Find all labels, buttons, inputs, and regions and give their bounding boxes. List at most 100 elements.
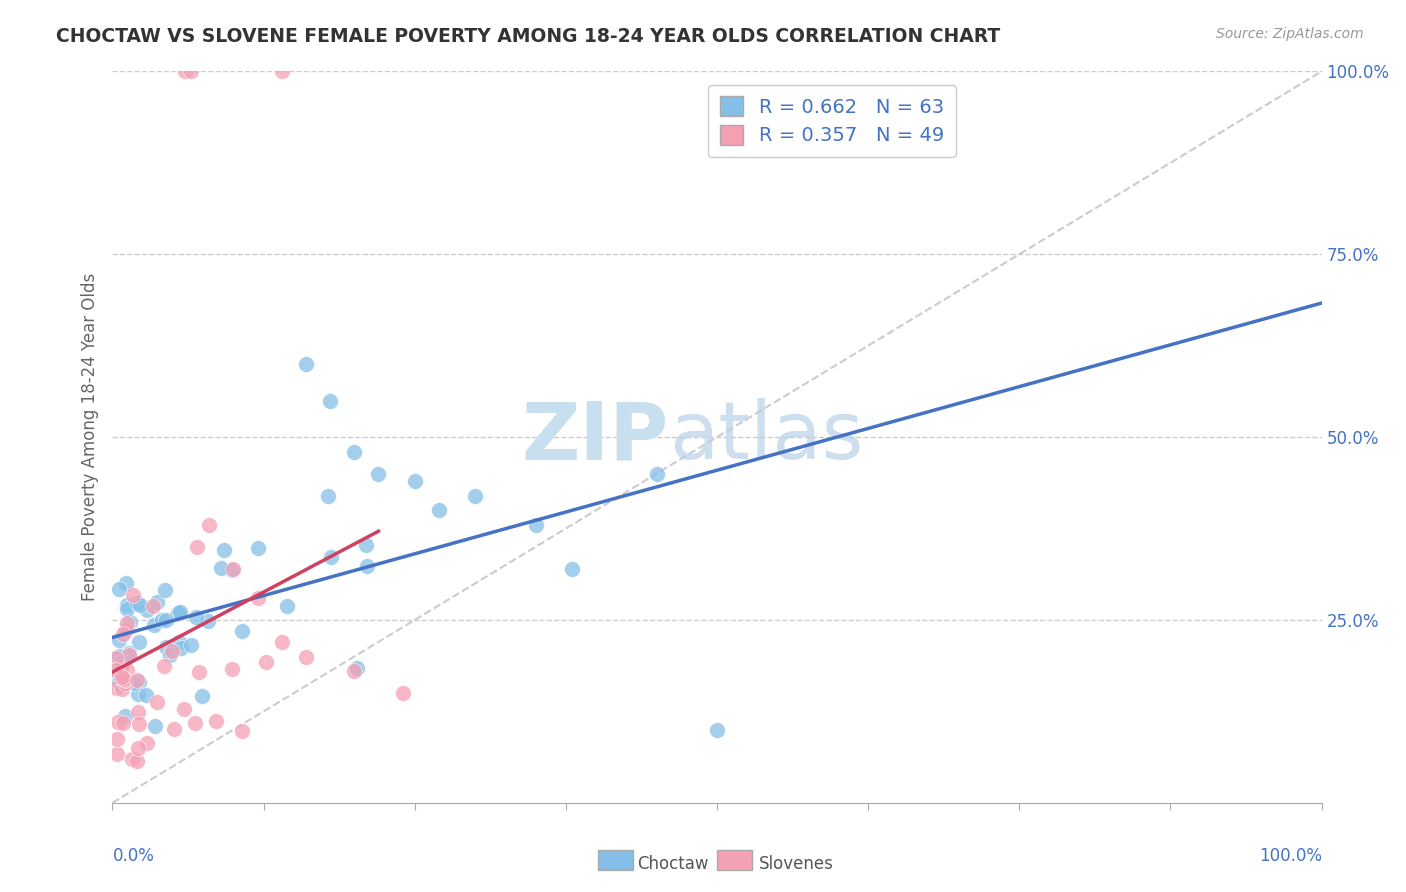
Point [127, 705, 149, 719]
Point [121, 752, 143, 766]
Point [105, 651, 128, 665]
Point [221, 563, 243, 577]
Point [186, 540, 208, 554]
Point [162, 644, 184, 658]
Point [184, 610, 207, 624]
Point [295, 357, 318, 371]
Point [117, 664, 139, 678]
Point [247, 541, 270, 556]
Point [111, 716, 134, 731]
Point [114, 673, 136, 688]
Point [153, 583, 176, 598]
Point [319, 393, 342, 408]
Point [270, 64, 292, 78]
Point [127, 741, 149, 756]
Text: CHOCTAW VS SLOVENE FEMALE POVERTY AMONG 18-24 YEAR OLDS CORRELATION CHART: CHOCTAW VS SLOVENE FEMALE POVERTY AMONG … [56, 27, 1001, 45]
Point [231, 624, 253, 639]
Point [107, 667, 129, 681]
Point [111, 655, 134, 669]
Point [114, 676, 136, 690]
Point [346, 661, 368, 675]
Point [107, 675, 129, 690]
Point [183, 716, 205, 731]
Point [107, 582, 129, 596]
Point [170, 641, 193, 656]
Point [155, 613, 177, 627]
Point [159, 648, 181, 663]
Point [561, 562, 583, 576]
Point [110, 681, 132, 696]
Point [222, 562, 245, 576]
Text: Slovenes: Slovenes [759, 855, 834, 873]
Y-axis label: Female Poverty Among 18-24 Year Olds: Female Poverty Among 18-24 Year Olds [80, 273, 98, 601]
Point [115, 598, 138, 612]
Point [127, 596, 149, 610]
Point [198, 517, 221, 532]
Point [191, 689, 214, 703]
Point [404, 474, 426, 488]
Point [128, 598, 150, 612]
Point [354, 538, 377, 552]
Point [180, 638, 202, 652]
Point [111, 659, 134, 673]
Point [316, 490, 339, 504]
Text: 0.0%: 0.0% [112, 847, 155, 864]
Point [319, 549, 342, 564]
Point [111, 627, 134, 641]
Point [122, 675, 145, 690]
Point [276, 599, 298, 613]
Point [645, 467, 668, 481]
Text: Choctaw: Choctaw [637, 855, 709, 873]
Point [115, 602, 138, 616]
Point [367, 467, 389, 481]
Point [107, 648, 129, 663]
Point [125, 673, 148, 687]
Point [343, 664, 366, 678]
Point [105, 732, 128, 747]
Point [356, 558, 378, 573]
Point [163, 722, 186, 736]
Point [112, 672, 135, 686]
Legend: R = 0.662   N = 63, R = 0.357   N = 49: R = 0.662 N = 63, R = 0.357 N = 49 [709, 85, 956, 157]
Point [108, 659, 131, 673]
Point [114, 709, 136, 723]
Point [174, 64, 197, 78]
Point [115, 576, 138, 591]
Point [145, 595, 167, 609]
Point [167, 634, 190, 648]
Point [135, 603, 157, 617]
Point [155, 640, 177, 655]
Point [221, 662, 243, 676]
Point [128, 675, 150, 690]
Point [117, 646, 139, 660]
Point [166, 606, 188, 620]
Point [209, 561, 232, 575]
Point [427, 503, 450, 517]
Point [464, 489, 486, 503]
Point [111, 670, 134, 684]
Point [105, 663, 128, 677]
Point [173, 702, 195, 716]
Point [188, 665, 211, 679]
Point [524, 517, 547, 532]
Point [142, 617, 165, 632]
Point [150, 613, 173, 627]
Text: atlas: atlas [669, 398, 863, 476]
Point [107, 715, 129, 730]
Point [118, 615, 141, 630]
Point [169, 605, 191, 619]
Point [142, 599, 165, 614]
Point [118, 648, 141, 663]
Text: 100.0%: 100.0% [1258, 847, 1322, 864]
Point [246, 591, 269, 605]
Point [343, 444, 366, 458]
Point [391, 686, 413, 700]
Point [105, 747, 128, 761]
Text: Source: ZipAtlas.com: Source: ZipAtlas.com [1216, 27, 1364, 41]
Point [205, 714, 228, 728]
Point [115, 623, 138, 637]
Point [114, 676, 136, 690]
Point [135, 688, 157, 702]
Point [180, 64, 202, 78]
Point [270, 635, 292, 649]
